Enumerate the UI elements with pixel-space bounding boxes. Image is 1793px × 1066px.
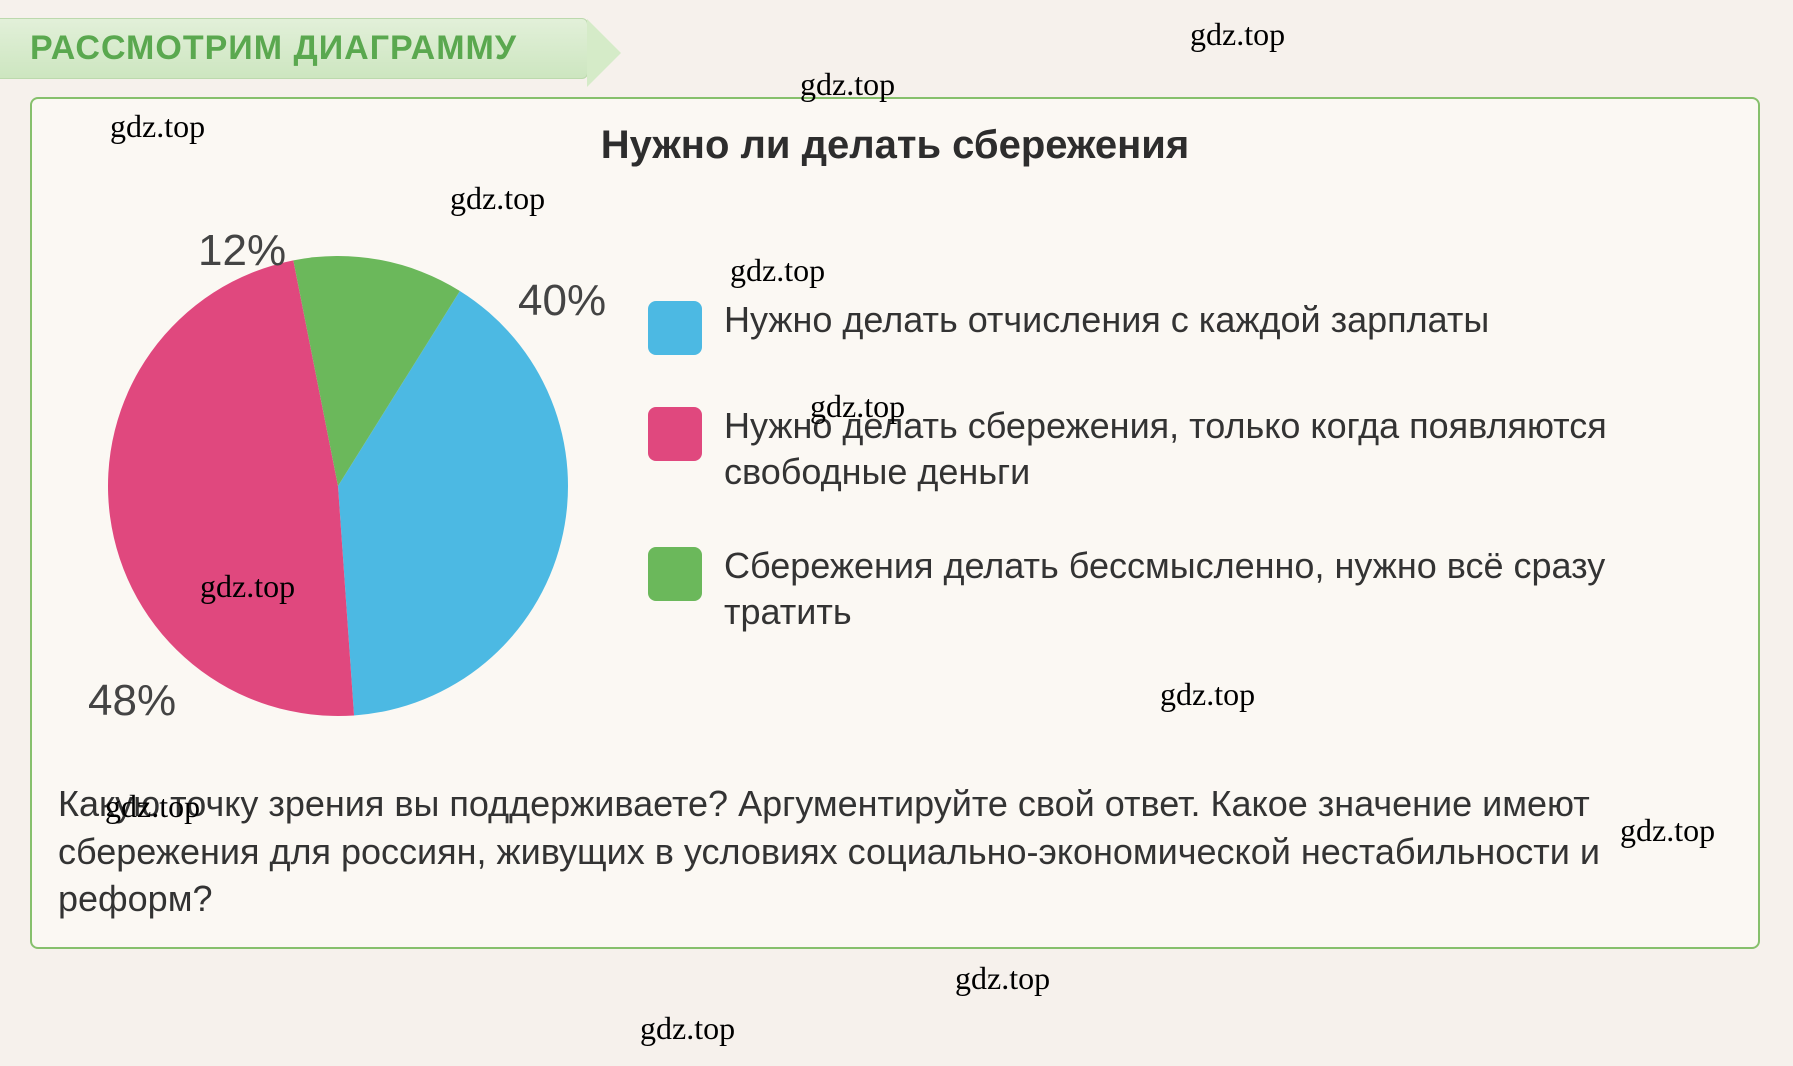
chart-title: Нужно ли делать сбережения <box>58 123 1732 168</box>
watermark: gdz.top <box>955 960 1050 997</box>
page: РАССМОТРИМ ДИАГРАММУ Нужно ли делать сбе… <box>0 0 1793 1066</box>
legend-item-0: Нужно делать отчисления с каждой зарплат… <box>648 297 1722 355</box>
legend-label-2: Сбережения делать бессмысленно, нужно вс… <box>724 543 1722 635</box>
pie-svg <box>58 186 618 746</box>
pie-chart: 40% 48% 12% <box>58 186 618 746</box>
chart-card: Нужно ли делать сбережения 40% 48% 12% Н… <box>30 97 1760 949</box>
legend-item-1: Нужно делать сбережения, только когда по… <box>648 403 1722 495</box>
legend-swatch-2 <box>648 547 702 601</box>
legend-label-1: Нужно делать сбережения, только когда по… <box>724 403 1722 495</box>
watermark: gdz.top <box>640 1010 735 1047</box>
pct-label-2: 12% <box>198 226 286 276</box>
legend: Нужно делать отчисления с каждой зарплат… <box>648 297 1732 635</box>
legend-label-0: Нужно делать отчисления с каждой зарплат… <box>724 297 1489 343</box>
section-banner-title: РАССМОТРИМ ДИАГРАММУ <box>30 29 517 68</box>
question-text: Какую точку зрения вы поддерживаете? Арг… <box>58 780 1732 923</box>
section-banner: РАССМОТРИМ ДИАГРАММУ <box>0 18 588 79</box>
pct-label-1: 48% <box>88 676 176 726</box>
pct-label-0: 40% <box>518 276 606 326</box>
legend-swatch-0 <box>648 301 702 355</box>
legend-item-2: Сбережения делать бессмысленно, нужно вс… <box>648 543 1722 635</box>
section-banner-wrap: РАССМОТРИМ ДИАГРАММУ <box>0 18 1763 79</box>
legend-swatch-1 <box>648 407 702 461</box>
chart-row: 40% 48% 12% Нужно делать отчисления с ка… <box>58 186 1732 746</box>
